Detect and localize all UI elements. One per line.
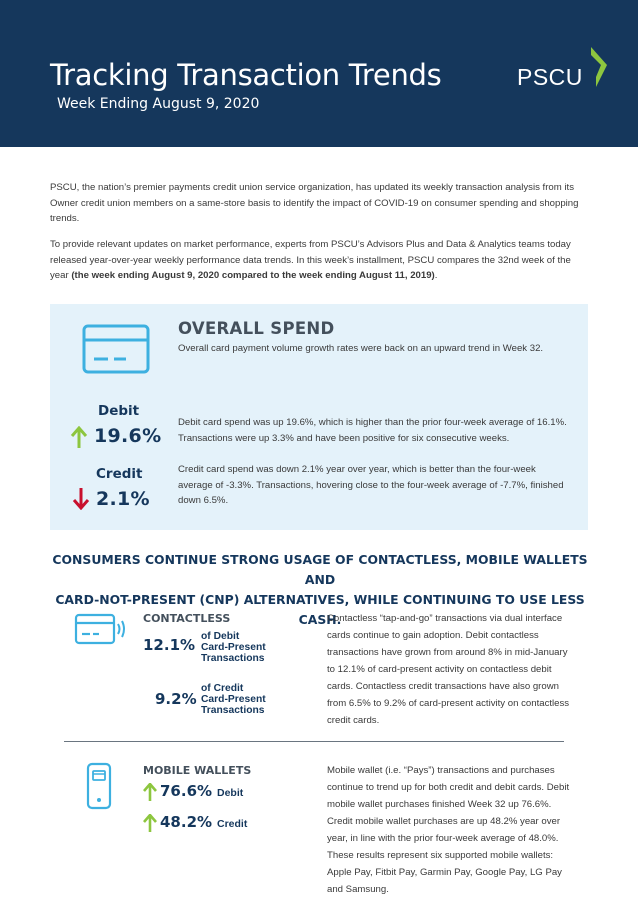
page-subtitle: Week Ending August 9, 2020	[57, 96, 260, 112]
intro-paragraph-2: To provide relevant updates on market pe…	[50, 237, 590, 284]
contactless-debit-label: of Debit Card-Present Transactions	[201, 631, 266, 664]
pscu-logo: PSCU	[517, 47, 607, 95]
arrow-up-icon	[143, 783, 157, 801]
mobile-debit-label: Debit	[217, 787, 244, 799]
credit-label: Credit	[96, 466, 143, 482]
contactless-debit-label-1: of Debit	[201, 631, 240, 642]
intro-p2-text: To provide relevant updates on market pe…	[50, 239, 571, 281]
logo-chevron-icon	[591, 47, 607, 87]
header-banner: Tracking Transaction Trends Week Ending …	[0, 0, 638, 147]
contactless-debit-label-3: Transactions	[201, 653, 265, 664]
contactless-debit-label-2: Card-Present	[201, 642, 266, 653]
contactless-debit-pct: 12.1%	[143, 636, 196, 654]
contactless-title: CONTACTLESS	[143, 612, 231, 625]
debit-value: 19.6%	[94, 425, 162, 447]
credit-value: 2.1%	[96, 488, 150, 510]
overall-spend-panel: OVERALL SPEND Overall card payment volum…	[50, 304, 588, 530]
contactless-card-icon	[74, 613, 125, 645]
intro-p2-bold: (the week ending August 9, 2020 compared…	[71, 270, 435, 281]
credit-card-icon	[82, 324, 150, 374]
overall-spend-description: Overall card payment volume growth rates…	[178, 343, 544, 354]
arrow-down-icon	[72, 488, 90, 510]
contactless-credit-pct: 9.2%	[155, 690, 197, 708]
page-title: Tracking Transaction Trends	[50, 58, 442, 92]
mobile-phone-icon	[86, 762, 112, 810]
arrow-up-icon	[70, 426, 88, 448]
intro-paragraph-1: PSCU, the nation’s premier payments cred…	[50, 182, 579, 224]
debit-description: Debit card spend was up 19.6%, which is …	[178, 417, 567, 444]
logo-text: PSCU	[517, 64, 583, 90]
section-heading-line-1: CONSUMERS CONTINUE STRONG USAGE OF CONTA…	[52, 552, 588, 587]
section-heading: CONSUMERS CONTINUE STRONG USAGE OF CONTA…	[50, 550, 590, 630]
overall-spend-title: OVERALL SPEND	[178, 319, 335, 338]
arrow-up-icon	[143, 814, 157, 832]
contactless-credit-label: of Credit Card-Present Transactions	[201, 683, 266, 716]
contactless-credit-label-3: Transactions	[201, 705, 265, 716]
mobile-debit-pct: 76.6%	[160, 782, 213, 800]
mobile-wallets-description: Mobile wallet (i.e. “Pays”) transactions…	[327, 765, 570, 895]
mobile-credit-label: Credit	[217, 818, 248, 830]
section-divider	[64, 741, 564, 742]
debit-label: Debit	[98, 403, 140, 419]
contactless-description: Contactless “tap-and-go” transactions vi…	[327, 613, 570, 726]
contactless-credit-label-1: of Credit	[201, 683, 244, 694]
mobile-credit-pct: 48.2%	[160, 813, 213, 831]
mobile-wallets-title: MOBILE WALLETS	[143, 764, 252, 777]
intro-p2-end: .	[434, 270, 438, 281]
contactless-credit-label-2: Card-Present	[201, 694, 266, 705]
section-heading-line-2: CARD-NOT-PRESENT (CNP) ALTERNATIVES, WHI…	[55, 592, 585, 627]
credit-description: Credit card spend was down 2.1% year ove…	[178, 464, 564, 506]
